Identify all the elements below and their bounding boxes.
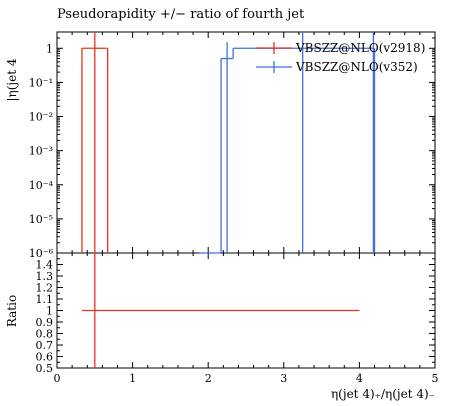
y-tick-label: 1 xyxy=(46,42,53,55)
x-tick-label: 2 xyxy=(205,372,212,385)
legend-label-v352: VBSZZ@NLO(v352) xyxy=(295,60,418,74)
ratio-tick-label: 1.4 xyxy=(36,259,54,272)
x-tick-label: 3 xyxy=(280,372,287,385)
ratio-tick-label: 0.9 xyxy=(36,316,54,329)
ratio-tick-label: 1.2 xyxy=(36,282,54,295)
series-0 xyxy=(82,32,108,253)
ratio-tick-label: 0.6 xyxy=(36,351,54,364)
chart-title: Pseudorapidity +/− ratio of fourth jet xyxy=(57,7,305,22)
x-tick-label: 5 xyxy=(432,372,439,385)
x-tick-label: 4 xyxy=(356,372,363,385)
ratio-tick-label: 1 xyxy=(46,305,53,318)
legend-label-v2918: VBSZZ@NLO(v2918) xyxy=(295,41,425,55)
ratio-series-layer xyxy=(82,253,359,368)
y-axis-label: |η(jet 4 xyxy=(5,58,19,101)
ratio-tick-label: 0.8 xyxy=(36,328,54,341)
y-tick-label: 10⁻² xyxy=(29,111,53,124)
x-tick-label: 1 xyxy=(129,372,136,385)
y-tick-label: 10⁻¹ xyxy=(29,76,53,89)
ratio-tick-label: 0.7 xyxy=(36,339,54,352)
x-tick-label: 0 xyxy=(54,372,61,385)
legend: VBSZZ@NLO(v2918) VBSZZ@NLO(v352) xyxy=(256,41,425,74)
ratio-tick-label: 1.1 xyxy=(36,293,54,306)
x-axis-label: η(jet 4)₊/η(jet 4)₋ xyxy=(331,387,435,401)
y-tick-label: 10⁻³ xyxy=(29,145,53,158)
x-axis: 0 1 2 3 4 5 xyxy=(54,32,439,385)
ratio-tick-label: 1.3 xyxy=(36,270,54,283)
y-tick-label: 10⁻⁴ xyxy=(29,179,54,192)
y-tick-label: 10⁻⁵ xyxy=(29,213,53,226)
ratio-tick-label: 0.5 xyxy=(36,362,54,375)
ratio-axis-label: Ratio xyxy=(5,295,19,327)
